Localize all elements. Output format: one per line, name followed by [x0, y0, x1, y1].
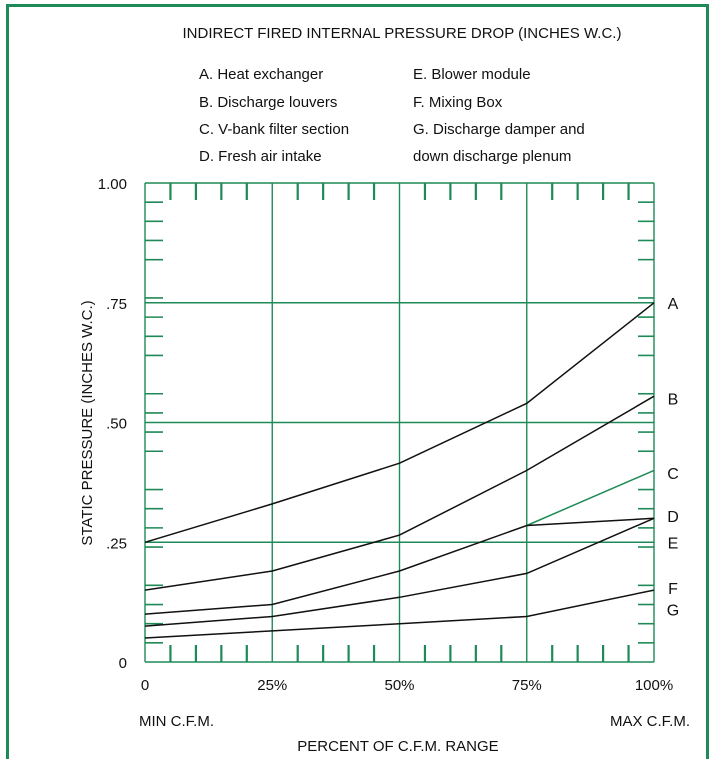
y-tick-labels: 0 .25 .50 .75 1.00 [98, 176, 127, 672]
y-tick-label-4: 1.00 [98, 176, 127, 193]
series-lines [144, 302, 655, 639]
y-tick-label-3: .75 [106, 296, 127, 313]
series-line-e [144, 517, 655, 627]
legend: A. Heat exchanger B. Discharge louvers C… [199, 66, 585, 165]
minor-ticks [145, 183, 654, 662]
series-line-a [144, 302, 655, 544]
series-label-a: A [668, 296, 679, 313]
y-axis-label: STATIC PRESSURE (INCHES W.C.) [79, 300, 96, 545]
chart-frame [6, 4, 709, 759]
x-tick-label-2: 50% [384, 677, 414, 694]
x-min-label: MIN C.F.M. [139, 713, 214, 730]
legend-item-a: A. Heat exchanger [199, 66, 323, 83]
series-label-e: E [668, 535, 679, 552]
series-label-g: G [667, 602, 679, 619]
legend-item-g-line2: down discharge plenum [413, 148, 571, 165]
x-axis-label: PERCENT OF C.F.M. RANGE [297, 738, 498, 755]
series-line-f [144, 589, 655, 639]
y-tick-label-1: .25 [106, 535, 127, 552]
series-label-d: D [667, 509, 679, 526]
y-tick-label-2: .50 [106, 416, 127, 433]
legend-item-f: F. Mixing Box [413, 94, 503, 111]
chart-grid [144, 182, 655, 663]
y-tick-label-0: 0 [119, 655, 127, 672]
x-tick-label-0: 0 [141, 677, 149, 694]
x-tick-label-4: 100% [635, 677, 673, 694]
series-label-c: C [667, 466, 679, 483]
legend-item-d: D. Fresh air intake [199, 148, 322, 165]
legend-item-c: C. V-bank filter section [199, 121, 349, 138]
legend-item-g-line1: G. Discharge damper and [413, 121, 585, 138]
chart-title: INDIRECT FIRED INTERNAL PRESSURE DROP (I… [183, 25, 622, 42]
legend-item-b: B. Discharge louvers [199, 94, 337, 111]
x-tick-labels: 0 25% 50% 75% 100% [141, 677, 673, 694]
series-label-f: F [668, 581, 678, 598]
x-tick-label-1: 25% [257, 677, 287, 694]
series-label-b: B [668, 392, 679, 409]
x-tick-label-3: 75% [512, 677, 542, 694]
series-line-b [144, 395, 655, 591]
series-line-d [144, 517, 655, 615]
legend-item-e: E. Blower module [413, 66, 531, 83]
x-max-label: MAX C.F.M. [610, 713, 690, 730]
series-labels: A B C DE FG [667, 296, 679, 620]
series-line-c [526, 469, 655, 527]
